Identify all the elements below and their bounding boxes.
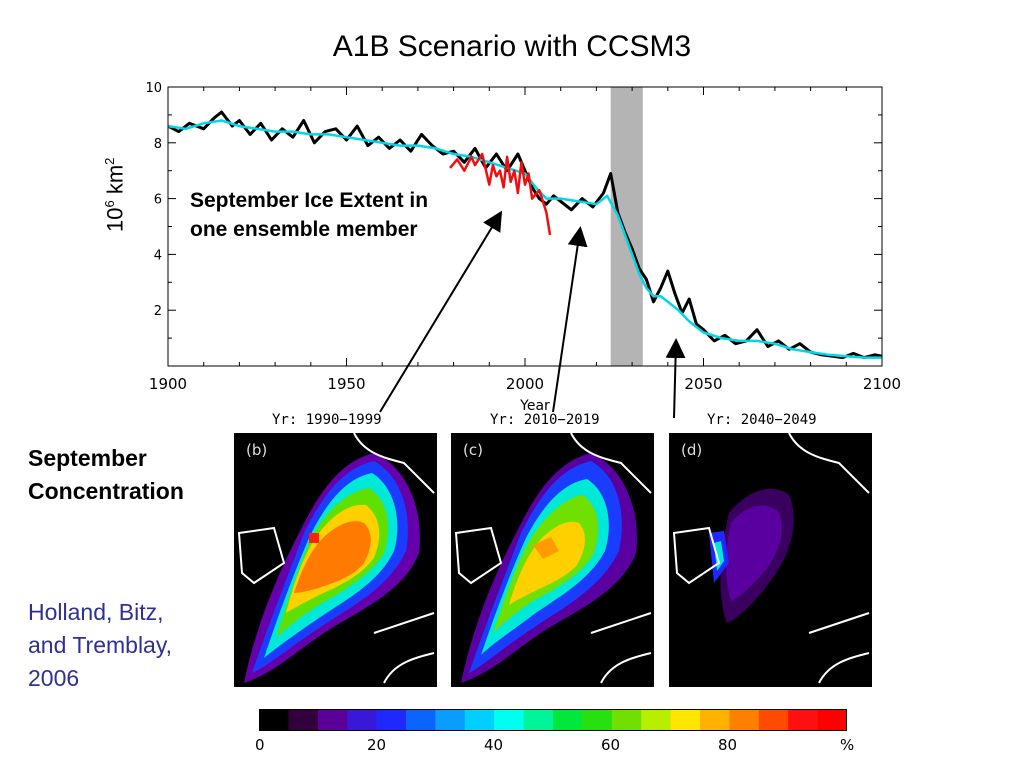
colorbar-swatch [435, 709, 466, 731]
chart-title: A1B Scenario with CCSM3 [332, 30, 692, 63]
colorbar-swatch [523, 709, 554, 731]
line-chart: 1900 1950 2000 2050 2100 2 4 6 8 10 Year [145, 81, 901, 414]
colorbar-swatch [259, 709, 289, 731]
y-tick-label-8: 8 [154, 137, 162, 152]
arrow-1 [379, 210, 503, 413]
y-tick-label-10: 10 [145, 81, 162, 96]
september-concentration-label: September Concentration [28, 442, 184, 508]
colorbar-ticks: 0 20 40 60 80 % [255, 736, 859, 756]
map-label-c: Yr: 2010−2019 [490, 412, 600, 428]
concentration-map-c: (c) [451, 432, 654, 687]
colorbar-swatch [553, 709, 583, 731]
ice-extent-annotation: September Ice Extent in one ensemble mem… [190, 186, 428, 244]
map-image-b [237, 432, 435, 684]
x-axis-label: Year [519, 398, 550, 414]
map-image-d [672, 432, 870, 684]
citation-line-2: and Tremblay, [28, 632, 173, 658]
x-tick-label-2000: 2000 [506, 375, 544, 393]
side-label-line-1: September [28, 445, 147, 471]
colorbar-swatch [317, 709, 348, 731]
colorbar-swatch [758, 709, 789, 731]
map-tag-c: (c) [463, 441, 483, 459]
colorbar-swatch [729, 709, 760, 731]
colorbar-tick-20: 20 [367, 736, 387, 754]
annotation-arrows [379, 210, 686, 419]
colorbar-tick-percent: % [840, 736, 855, 754]
series-line-2 [449, 152, 552, 236]
annotation-line-2: one ensemble member [190, 218, 418, 241]
colorbar-tick-80: 80 [718, 736, 738, 754]
colorbar-swatch [494, 709, 525, 731]
map-image-c [454, 432, 652, 684]
citation: Holland, Bitz, and Tremblay, 2006 [28, 596, 172, 695]
colorbar [259, 709, 847, 731]
map-tag-b: (b) [246, 441, 268, 459]
side-label-line-2: Concentration [28, 478, 184, 504]
y-tick-label-4: 4 [154, 248, 162, 263]
annotation-line-1: September Ice Extent in [190, 189, 429, 212]
arrow-2 [552, 226, 588, 413]
colorbar-swatch [700, 709, 730, 731]
colorbar-swatch [464, 709, 495, 731]
map-label-b: Yr: 1990−1999 [272, 412, 382, 428]
colorbar-swatch [611, 709, 642, 731]
map-label-d: Yr: 2040−2049 [707, 412, 817, 428]
x-tick-label-2100: 2100 [863, 375, 901, 393]
colorbar-frame [259, 709, 847, 731]
citation-line-3: 2006 [28, 665, 80, 691]
y-tick-label-2: 2 [154, 304, 162, 319]
colorbar-swatch [670, 709, 701, 731]
x-tick-label-2050: 2050 [684, 375, 722, 393]
colorbar-tick-60: 60 [601, 736, 621, 754]
colorbar-swatch [817, 709, 847, 731]
map-tag-d: (d) [681, 441, 703, 459]
colorbar-swatch [376, 709, 407, 731]
colorbar-swatch [641, 709, 672, 731]
x-tick-label-1950: 1950 [327, 375, 365, 393]
citation-line-1: Holland, Bitz, [28, 599, 164, 625]
concentration-map-d: (d) [669, 432, 872, 687]
colorbar-swatch [288, 709, 319, 731]
colorbar-swatch [347, 709, 378, 731]
y-tick-label-6: 6 [154, 193, 162, 208]
x-tick-label-1900: 1900 [149, 375, 187, 393]
arrow-3 [665, 338, 686, 419]
colorbar-swatch [788, 709, 819, 731]
colorbar-tick-0: 0 [255, 736, 265, 754]
shaded-band [610, 87, 643, 366]
colorbar-swatch [582, 709, 613, 731]
series-line-1 [167, 119, 882, 359]
concentration-map-b: (b) [234, 432, 437, 687]
colorbar-tick-40: 40 [484, 736, 504, 754]
colorbar-swatch [406, 709, 436, 731]
